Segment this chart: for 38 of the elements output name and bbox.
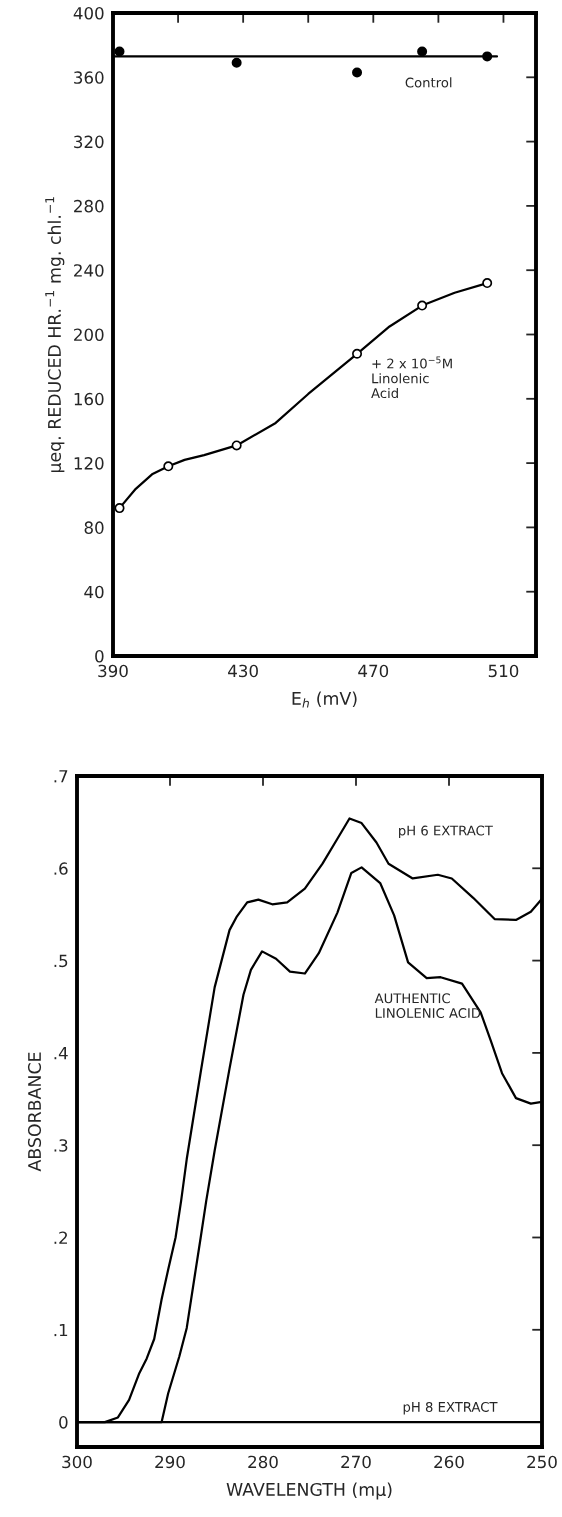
annotation: pH 6 EXTRACT	[399, 825, 493, 839]
y-tick-label: .7	[54, 770, 68, 783]
x-tick-label: 430	[228, 664, 258, 678]
y-tick-label: 280	[74, 199, 104, 213]
x-tick-label: 470	[358, 664, 389, 678]
y-tick-label: .3	[54, 1139, 68, 1152]
y-tick-label: 200	[74, 328, 104, 342]
y-axis-title: ABSORBANCE	[27, 1052, 42, 1172]
y-tick-label: 80	[84, 521, 104, 534]
x-axis-title: WAVELENGTH (mμ)	[226, 1482, 392, 1500]
y-tick-label: 120	[74, 457, 104, 470]
annotation: AUTHENTIC LINOLENIC ACID	[374, 993, 481, 1019]
y-tick-label: 320	[74, 135, 104, 149]
x-tick-label: 290	[155, 1455, 185, 1469]
y-tick-label: 360	[74, 71, 104, 84]
y-tick-label: 400	[73, 6, 104, 20]
y-tick-label: .4	[54, 1047, 68, 1060]
x-tick-label: 270	[341, 1455, 371, 1469]
x-tick-label: 390	[98, 664, 128, 678]
x-axis-title: E$_{h}$ (mV)	[292, 691, 357, 708]
y-tick-label: 40	[84, 585, 104, 599]
annotation: Control	[405, 77, 452, 88]
y-tick-label: .1	[54, 1323, 68, 1337]
y-axis-title: μeq. REDUCED HR.$^{−1}$ mg. chl.$^{−1}$	[45, 197, 65, 473]
x-tick-label: 510	[488, 664, 519, 678]
x-tick-label: 280	[248, 1455, 278, 1469]
x-tick-label: 250	[527, 1455, 557, 1469]
y-tick-label: .5	[54, 954, 68, 968]
y-tick-label: .6	[54, 862, 68, 875]
annotation: + 2 x 10$^{−5}$M Linolenic Acid	[371, 356, 452, 399]
x-tick-label: 300	[62, 1455, 92, 1469]
y-tick-label: 240	[74, 264, 104, 277]
y-tick-label: 0	[59, 1416, 68, 1429]
x-tick-label: 260	[434, 1455, 464, 1469]
y-tick-label: 160	[74, 392, 104, 406]
y-tick-label: 0	[95, 649, 104, 663]
y-tick-label: .2	[54, 1231, 67, 1244]
annotation: pH 8 EXTRACT	[403, 1401, 498, 1415]
